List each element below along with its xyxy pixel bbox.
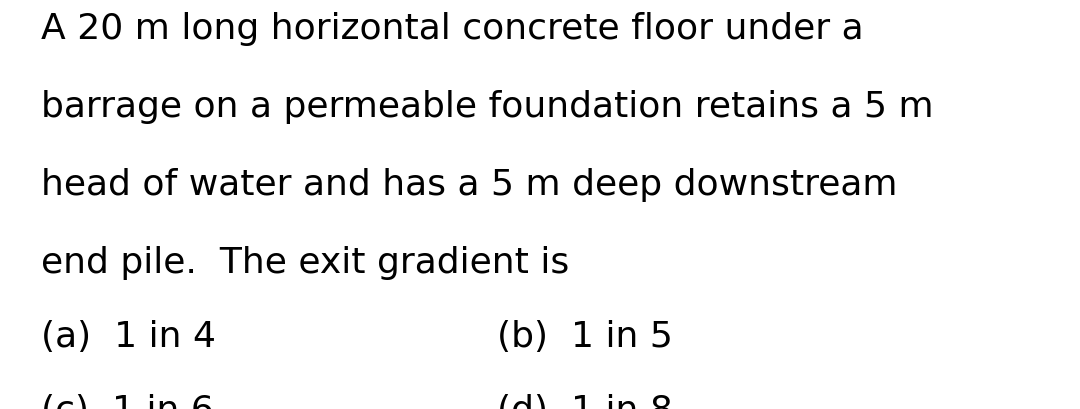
Text: (a)  1 in 4: (a) 1 in 4 bbox=[41, 319, 216, 353]
Text: (c)  1 in 6: (c) 1 in 6 bbox=[41, 393, 214, 409]
Text: barrage on a permeable foundation retains a 5 m: barrage on a permeable foundation retain… bbox=[41, 90, 934, 124]
Text: head of water and has a 5 m deep downstream: head of water and has a 5 m deep downstr… bbox=[41, 168, 897, 202]
Text: A 20 m long horizontal concrete floor under a: A 20 m long horizontal concrete floor un… bbox=[41, 12, 864, 46]
Text: (b)  1 in 5: (b) 1 in 5 bbox=[497, 319, 673, 353]
Text: (d)  1 in 8: (d) 1 in 8 bbox=[497, 393, 673, 409]
Text: end pile.  The exit gradient is: end pile. The exit gradient is bbox=[41, 245, 569, 279]
